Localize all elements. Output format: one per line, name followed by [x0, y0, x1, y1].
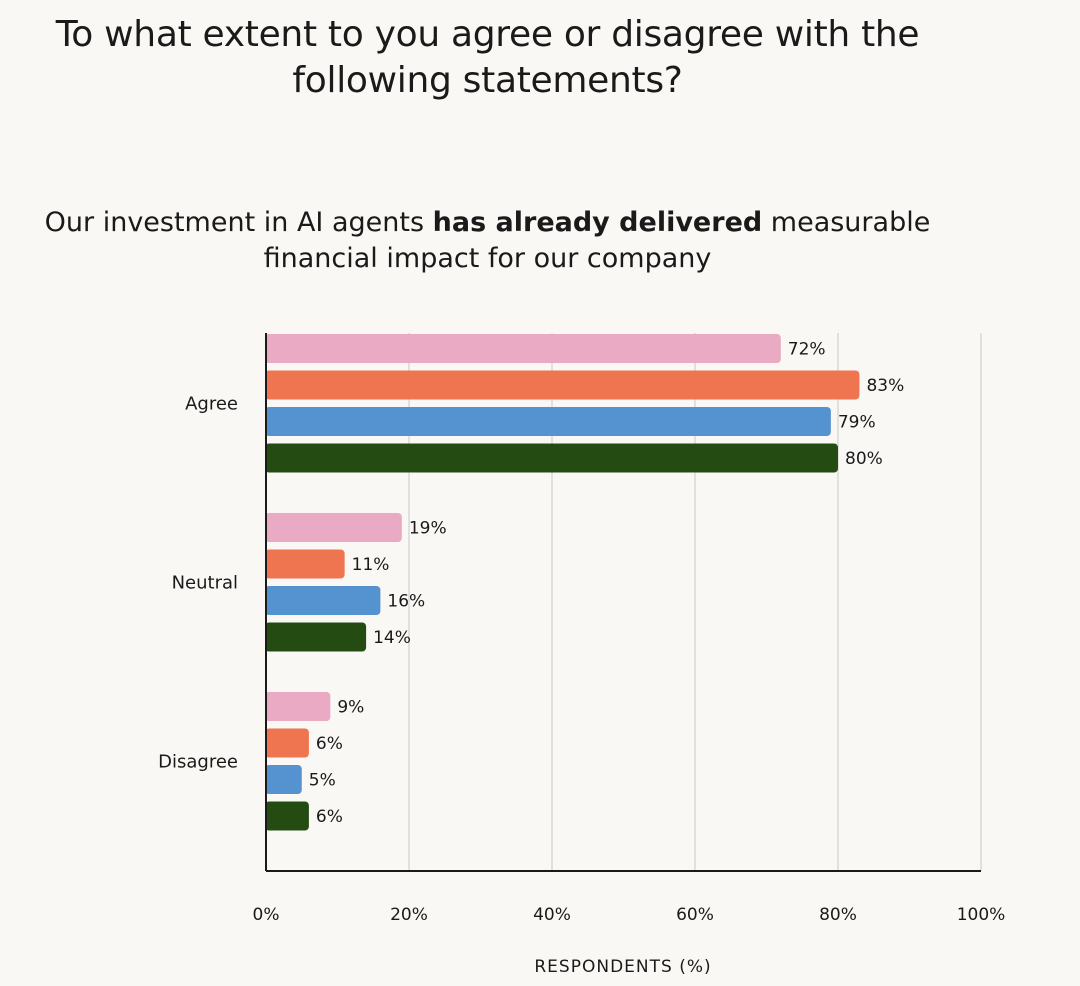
bar-neutral-3: [265, 586, 381, 615]
bar-value-label: 80%: [845, 449, 883, 469]
bar-neutral-1: [265, 513, 402, 542]
bar-value-label: 6%: [316, 734, 343, 754]
category-label-agree: Agree: [185, 393, 238, 414]
question-title: To what extent to you agree or disagree …: [55, 14, 920, 101]
category-label-neutral: Neutral: [172, 572, 238, 593]
bar-value-label: 11%: [352, 555, 390, 575]
bar-agree-2: [265, 370, 860, 400]
bar-agree-1: [265, 334, 781, 363]
bar-neutral-2: [265, 549, 345, 579]
bar-value-label: 6%: [316, 807, 343, 827]
x-tick-label: 60%: [676, 905, 714, 925]
statement-text-before: Our investment in AI agents: [44, 207, 433, 238]
category-label-disagree: Disagree: [158, 751, 238, 772]
bar-disagree-4: [265, 801, 309, 831]
bar-disagree-1: [265, 692, 331, 721]
x-tick-label: 80%: [819, 905, 857, 925]
axes: [265, 333, 981, 872]
bar-agree-3: [265, 407, 831, 436]
bar-value-label: 72%: [788, 340, 826, 360]
labels: 0% 20% 40% 60% 80% 100% 72% 83% 79% 80% Agree 19% 11…: [158, 340, 1005, 978]
bar-disagree-3: [265, 765, 302, 794]
bar-value-label: 16%: [387, 592, 425, 612]
statement-subtitle: Our investment in AI agents has already …: [0, 205, 975, 277]
statement-text-after: measurable financial impact for our comp…: [263, 207, 931, 274]
x-tick-label: 20%: [390, 905, 428, 925]
bar-value-label: 5%: [309, 771, 336, 791]
statement-text-bold: has already delivered: [432, 207, 763, 238]
bar-neutral-4: [265, 622, 367, 652]
bars: [265, 334, 860, 831]
bar-value-label: 9%: [337, 698, 364, 718]
bar-value-label: 19%: [409, 519, 447, 539]
bar-value-label: 79%: [838, 413, 876, 433]
bar-value-label: 83%: [866, 376, 904, 396]
x-axis-title: RESPONDENTS (%): [534, 957, 711, 977]
bar-agree-4: [265, 443, 838, 473]
x-tick-label: 0%: [253, 905, 280, 925]
x-tick-label: 100%: [957, 905, 1006, 925]
bar-value-label: 14%: [373, 628, 411, 648]
x-tick-label: 40%: [533, 905, 571, 925]
bar-disagree-2: [265, 728, 309, 758]
